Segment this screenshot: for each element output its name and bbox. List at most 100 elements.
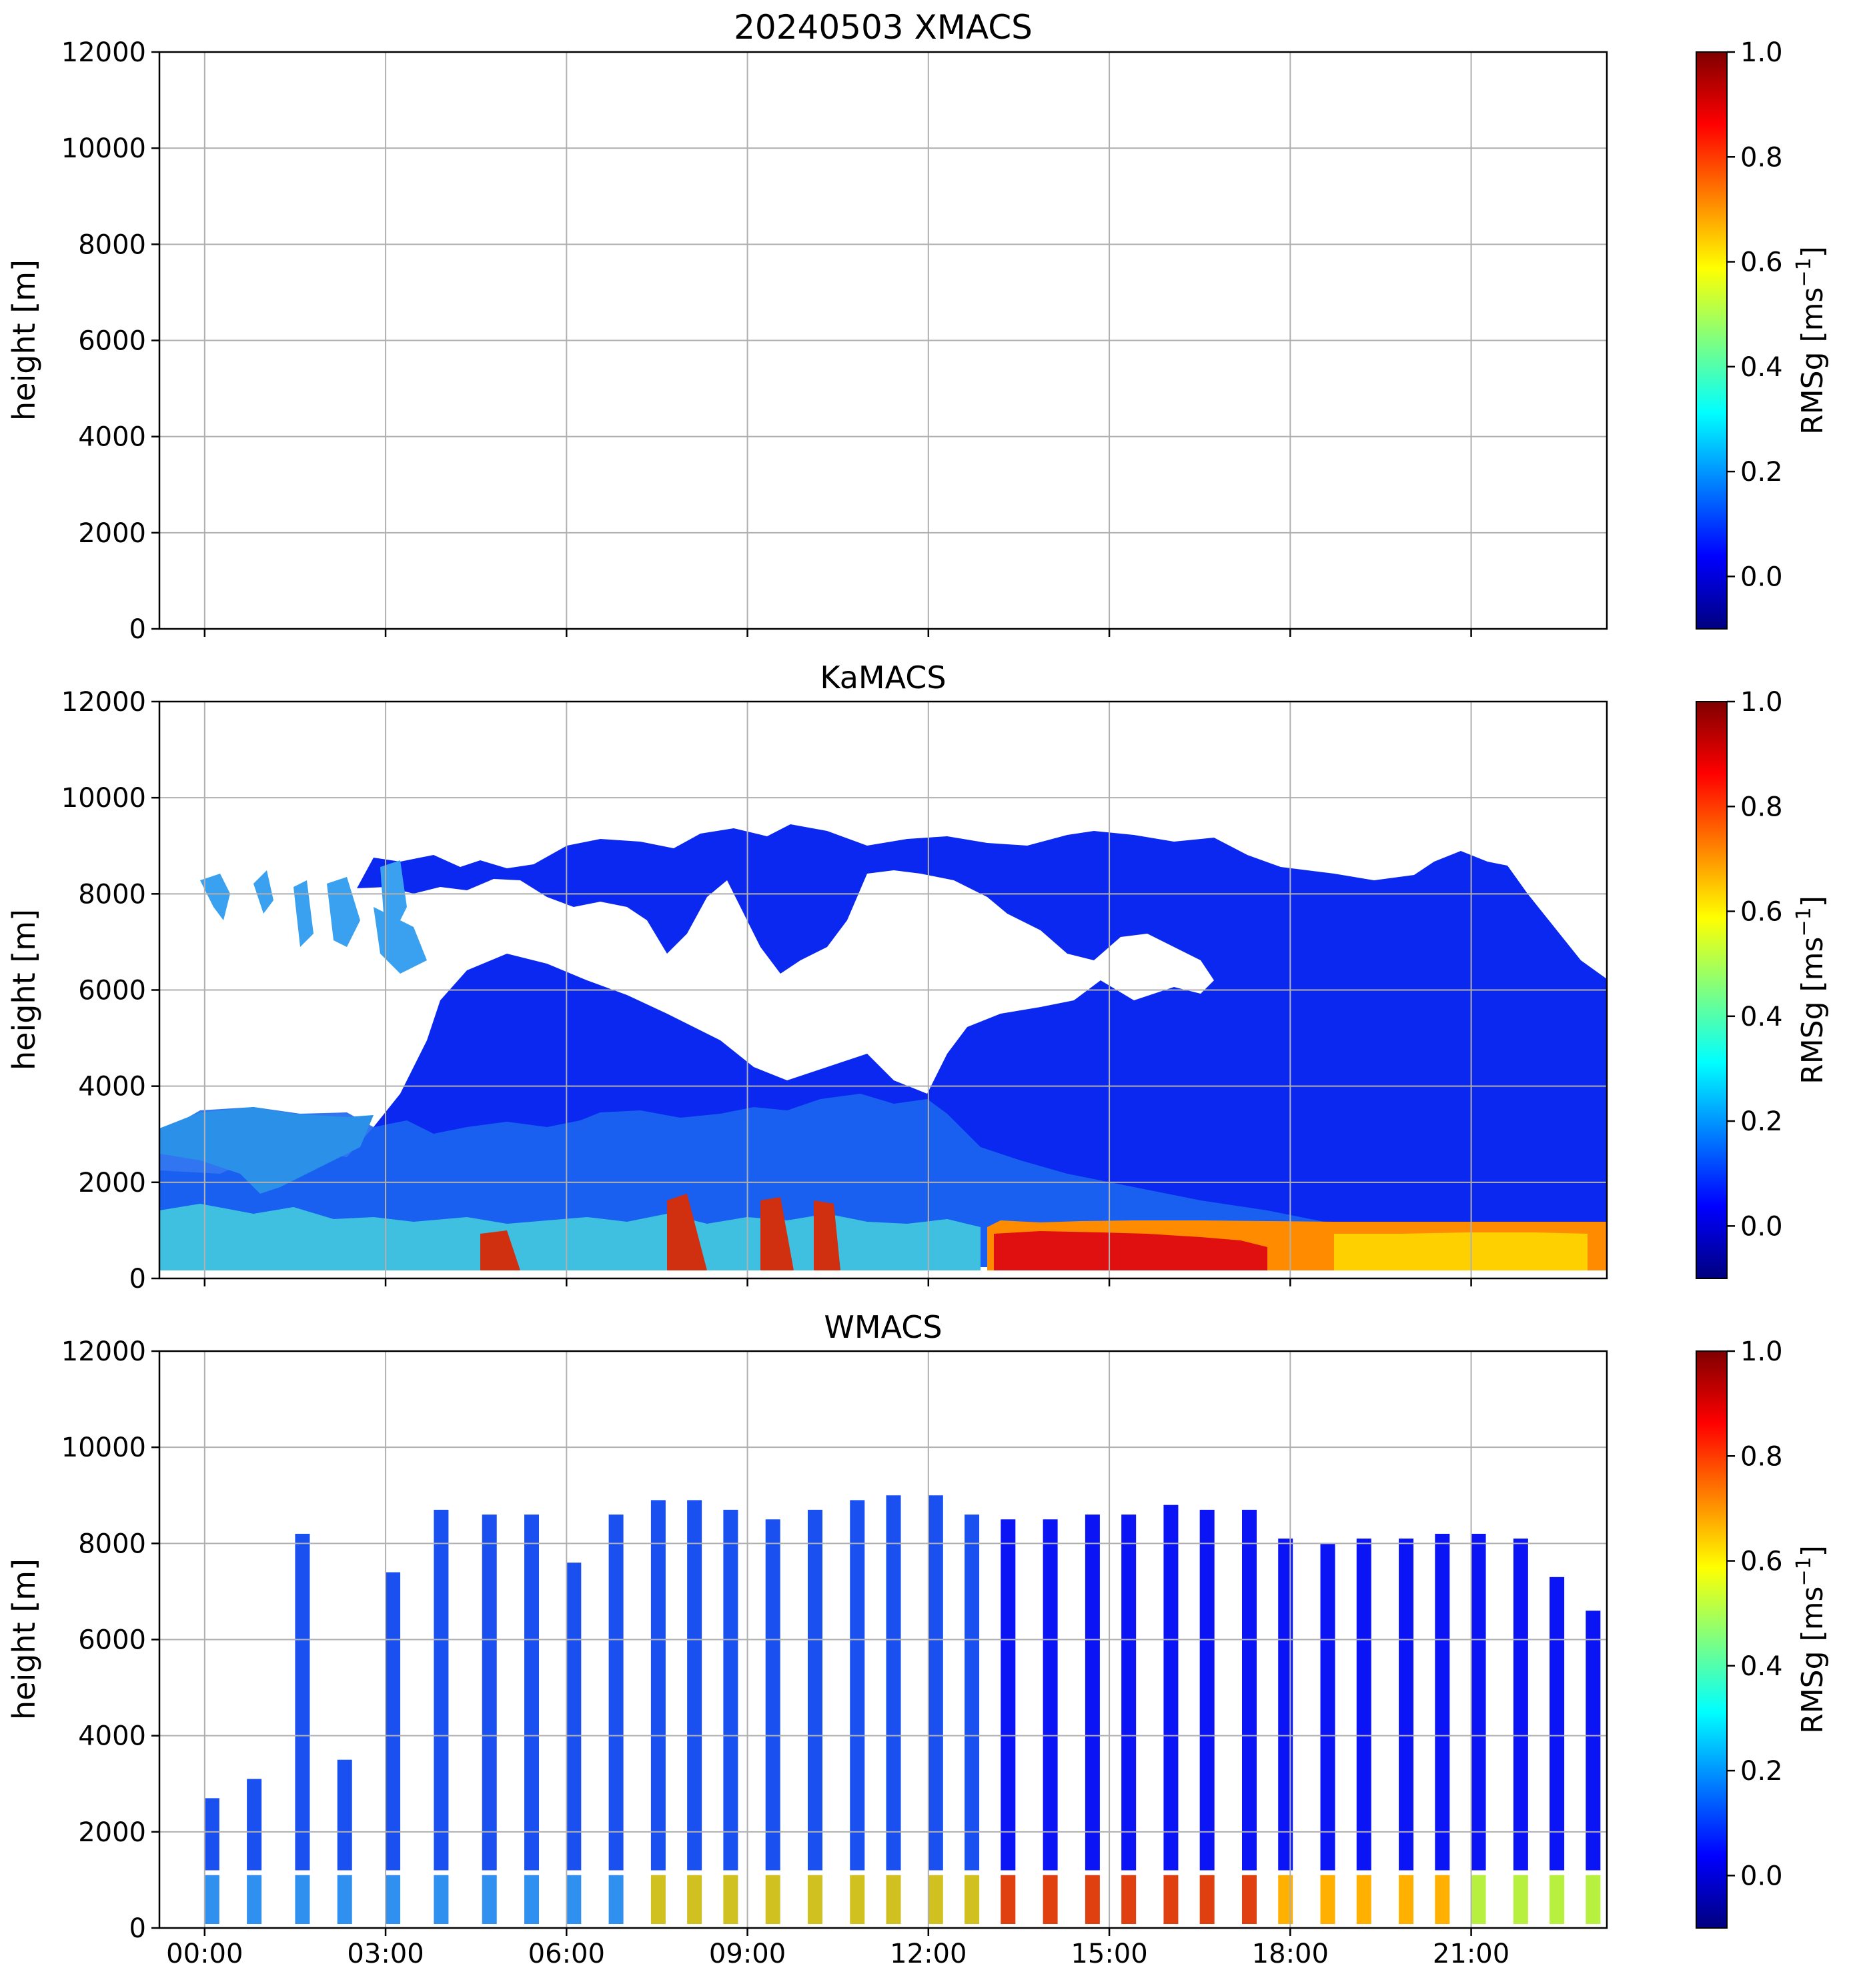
x-tick-label: 15:00 (1071, 1939, 1147, 1969)
y-tick-label: 12000 (61, 687, 146, 718)
colorbar-tick-label: 0.4 (1740, 1002, 1783, 1032)
colorbar-tick-label: 0.8 (1740, 1441, 1783, 1472)
heatmap-stripe-low (1399, 1875, 1414, 1924)
y-tick-label: 2000 (78, 1168, 146, 1198)
heatmap-stripe (886, 1495, 901, 1871)
colorbar-tick-label: 0.2 (1740, 1106, 1783, 1137)
y-tick-label: 0 (129, 1264, 146, 1294)
heatmap-stripe (1163, 1505, 1179, 1871)
colorbar-tick-label: 0.4 (1740, 1651, 1783, 1682)
x-tick-label: 12:00 (890, 1939, 967, 1969)
x-axis-ticks (203, 629, 1472, 637)
colorbar: 0.0 0.2 0.4 0.6 0.8 1.0 RMSg [ms−1] (1696, 687, 1830, 1279)
heatmap-stripe-low (850, 1875, 865, 1924)
colorbar-tick-label: 0.2 (1740, 1756, 1783, 1787)
colorbar-tick-label: 0.8 (1740, 792, 1783, 822)
heatmap-stripe (482, 1515, 497, 1871)
panel-title: 20240503 XMACS (734, 8, 1033, 47)
heatmap-stripe (965, 1515, 980, 1871)
heatmap-stripe (608, 1515, 624, 1871)
x-axis-ticks: 00:00 03:00 06:00 09:00 12:00 15:00 18:00 21:00 (166, 1928, 1509, 1969)
heatmap-stripe-low (386, 1875, 401, 1924)
heatmap-stripe-low (1001, 1875, 1016, 1924)
colorbar-tick-label: 0.0 (1740, 1861, 1783, 1891)
heatmap-stripe (566, 1563, 582, 1871)
heatmap-stripe (1320, 1543, 1335, 1871)
heatmap-stripe (386, 1572, 401, 1871)
heatmap-stripe (1356, 1539, 1371, 1871)
y-tick-label: 8000 (78, 879, 146, 910)
heatmap-stripe (1471, 1533, 1486, 1871)
heatmap-stripe (1199, 1509, 1215, 1871)
heatmap-stripe (650, 1500, 666, 1871)
heatmap-stripe (1043, 1519, 1058, 1871)
heatmap-stripe (928, 1495, 943, 1871)
heatmap-stripe-low (337, 1875, 352, 1924)
heatmap-stripe-low (1199, 1875, 1215, 1924)
colorbar-tick-label: 0.6 (1740, 897, 1783, 928)
heatmap-stripe (1513, 1539, 1528, 1871)
heatmap-stripe (1586, 1611, 1601, 1871)
heatmap-stripe-low (1320, 1875, 1335, 1924)
heatmap-stripe-low (1043, 1875, 1058, 1924)
heatmap-stripe (723, 1509, 738, 1871)
heatmap-stripe (337, 1759, 352, 1871)
heatmap-stripe (434, 1509, 449, 1871)
colorbar: 0.0 0.2 0.4 0.6 0.8 1.0 RMSg [ms−1] (1696, 37, 1830, 630)
heatmap-stripe-low (1513, 1875, 1528, 1924)
heatmap-stripe (1121, 1515, 1137, 1871)
heatmap-stripe-low (650, 1875, 666, 1924)
panel-xmacs: 20240503 XMACS 0 2000 4000 6000 8000 10000 120… (6, 8, 1830, 645)
y-tick-label: 4000 (78, 1072, 146, 1102)
y-axis-label: height [m] (6, 1559, 42, 1720)
colorbar-label: RMSg [ms−1] (1792, 246, 1830, 435)
heatmap-stripe-low (1121, 1875, 1137, 1924)
heatmap-layer (159, 824, 1607, 1270)
heatmap-stripe-low (965, 1875, 980, 1924)
heatmap-stripe-low (1435, 1875, 1450, 1924)
colorbar-tick-label: 0.0 (1740, 1211, 1783, 1242)
x-tick-label: 09:00 (709, 1939, 786, 1969)
colorbar-tick-label: 0.0 (1740, 562, 1783, 592)
y-axis-label: height [m] (6, 259, 42, 421)
heatmap-stripe (807, 1509, 822, 1871)
y-axis: 0 2000 4000 6000 8000 10000 12000 (61, 37, 159, 645)
heatmap-stripe-low (295, 1875, 310, 1924)
y-tick-label: 10000 (61, 133, 146, 164)
y-axis: 0 2000 4000 6000 8000 10000 12000 (61, 687, 159, 1294)
heatmap-low-cloud-red (480, 1194, 840, 1270)
heatmap-stripe-low (1586, 1875, 1601, 1924)
colorbar-gradient (1696, 701, 1728, 1279)
x-tick-label: 00:00 (166, 1939, 243, 1969)
heatmap-boundary-layer-yellow (1334, 1232, 1588, 1270)
y-tick-label: 0 (129, 614, 146, 645)
x-tick-label: 06:00 (528, 1939, 605, 1969)
heatmap-stripe (765, 1519, 780, 1871)
heatmap-stripe-low (1356, 1875, 1371, 1924)
heatmap-stripe-low (1241, 1875, 1257, 1924)
y-axis-label: height [m] (6, 909, 42, 1070)
y-tick-label: 4000 (78, 422, 146, 453)
colorbar-label: RMSg [ms−1] (1792, 1545, 1830, 1734)
grid-lines (159, 51, 1607, 630)
colorbar-tick-label: 1.0 (1740, 1336, 1783, 1367)
grid-lines (159, 1350, 1607, 1929)
heatmap-stripe-low (566, 1875, 582, 1924)
colorbar-tick-label: 1.0 (1740, 37, 1783, 68)
y-axis: 0 2000 4000 6000 8000 10000 12000 (61, 1336, 159, 1944)
heatmap-top-cells (200, 860, 427, 974)
heatmap-stripe-low (1471, 1875, 1486, 1924)
heatmap-stripe (1241, 1509, 1257, 1871)
heatmap-stripe-low (1085, 1875, 1100, 1924)
y-tick-label: 4000 (78, 1721, 146, 1752)
panel-kamacs: KaMACS 0 2000 4000 6000 8000 10000 12000 heigh… (6, 660, 1830, 1294)
heatmap-stripe-low (765, 1875, 780, 1924)
y-tick-label: 12000 (61, 1336, 146, 1367)
heatmap-stripe-low (687, 1875, 702, 1924)
heatmap-stripe-low (723, 1875, 738, 1924)
heatmap-stripe (295, 1533, 310, 1871)
x-tick-label: 21:00 (1433, 1939, 1509, 1969)
heatmap-stripe (204, 1798, 219, 1871)
